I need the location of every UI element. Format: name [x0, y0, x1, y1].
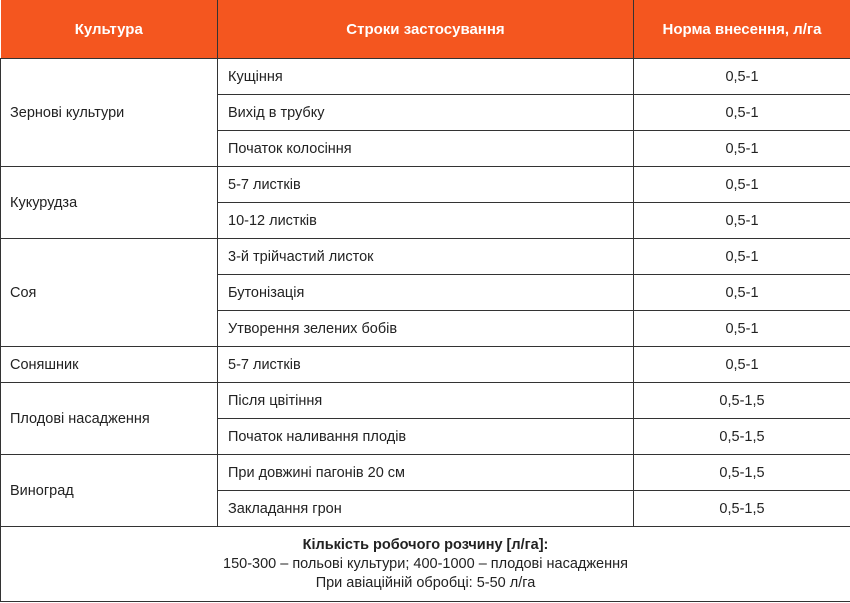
crop-cell: Кукурудза — [0, 166, 218, 239]
rate-cell: 0,5-1 — [633, 310, 850, 347]
footer-title: Кількість робочого розчину [л/га]: — [302, 536, 549, 553]
table-row: Початок наливання плодів 0,5-1,5 — [1, 418, 850, 455]
table-row: Бутонізація 0,5-1 — [1, 274, 850, 311]
timing-cell: Закладання грон — [217, 490, 634, 527]
rate-cell: 0,5-1 — [633, 58, 850, 95]
timing-cell: Початок наливання плодів — [217, 418, 634, 455]
footer-line-1: 150-300 – польові культури; 400-1000 – п… — [223, 555, 628, 572]
table-row: Вихід в трубку 0,5-1 — [1, 94, 850, 131]
timing-cell: 5-7 листків — [217, 346, 634, 383]
table-row: Початок колосіння 0,5-1 — [1, 130, 850, 167]
timing-cell: Вихід в трубку — [217, 94, 634, 131]
rate-cell: 0,5-1 — [633, 130, 850, 167]
table-row: Соняшник 5-7 листків 0,5-1 — [0, 346, 850, 383]
crop-cell: Соя — [0, 238, 218, 347]
rate-cell: 0,5-1 — [633, 346, 850, 383]
table-row: Зернові культури Кущіння 0,5-1 — [0, 58, 850, 167]
table-header-row: Культура Строки застосування Норма внесе… — [0, 0, 850, 59]
table-row: 10-12 листків 0,5-1 — [1, 202, 850, 239]
header-crop: Культура — [0, 0, 218, 59]
header-timing: Строки застосування — [217, 0, 634, 59]
table-row: Кукурудза 5-7 листків 0,5-1 — [0, 166, 850, 239]
rate-cell: 0,5-1 — [633, 238, 850, 275]
footer-line-2: При авіаційній обробці: 5-50 л/га — [315, 574, 536, 591]
rate-cell: 0,5-1 — [633, 94, 850, 131]
table-row: Виноград При довжині пагонів 20 см 0,5-1,5 — [0, 454, 850, 527]
rate-cell: 0,5-1,5 — [633, 382, 850, 419]
timing-cell: Кущіння — [217, 58, 634, 95]
rate-cell: 0,5-1,5 — [633, 418, 850, 455]
crop-cell: Плодові насадження — [0, 382, 218, 455]
timing-cell: Початок колосіння — [217, 130, 634, 167]
rate-cell: 0,5-1,5 — [633, 454, 850, 491]
table-row: Плодові насадження Після цвітіння 0,5-1,5 — [0, 382, 850, 455]
timing-cell: 3-й трійчастий листок — [217, 238, 634, 275]
timing-cell: Після цвітіння — [217, 382, 634, 419]
timing-cell: 5-7 листків — [217, 166, 634, 203]
footer-row: Кількість робочого розчину [л/га]: 150-3… — [0, 526, 850, 602]
timing-cell: Утворення зелених бобів — [217, 310, 634, 347]
rate-cell: 0,5-1 — [633, 202, 850, 239]
crop-cell: Зернові культури — [0, 58, 218, 167]
crop-cell: Соняшник — [0, 346, 218, 383]
timing-cell: 10-12 листків — [217, 202, 634, 239]
rate-cell: 0,5-1 — [633, 274, 850, 311]
rate-cell: 0,5-1 — [633, 166, 850, 203]
crop-cell: Виноград — [0, 454, 218, 527]
table-body: Зернові культури Кущіння 0,5-1 Вихід в труб… — [0, 58, 850, 527]
rate-cell: 0,5-1,5 — [633, 490, 850, 527]
timing-cell: Бутонізація — [217, 274, 634, 311]
table-row: Соя 3-й трійчастий листок 0,5-1 — [0, 238, 850, 347]
header-rate: Норма внесення, л/га — [633, 0, 850, 59]
table-row: Закладання грон 0,5-1,5 — [1, 490, 850, 527]
timing-cell: При довжині пагонів 20 см — [217, 454, 634, 491]
footer-note: Кількість робочого розчину [л/га]: 150-3… — [0, 526, 850, 602]
table-row: Утворення зелених бобів 0,5-1 — [1, 310, 850, 347]
